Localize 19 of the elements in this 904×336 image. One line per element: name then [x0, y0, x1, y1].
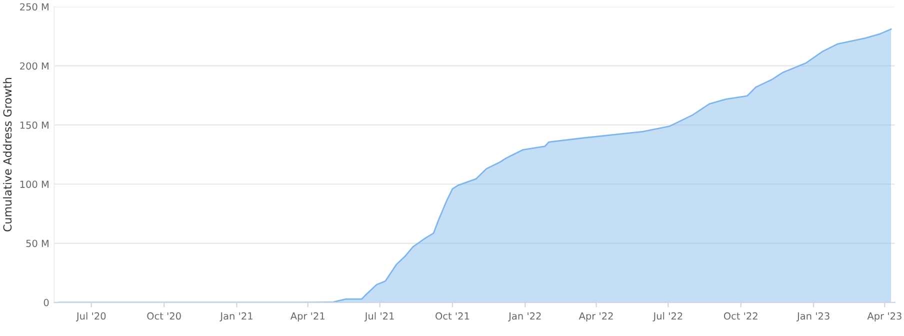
y-tick-label: 150 M: [20, 121, 48, 129]
y-tick-label: 100 M: [20, 180, 48, 188]
y-tick-label: 0: [44, 298, 49, 306]
x-tick-label: Apr '23: [867, 312, 902, 322]
x-tick-label: Jul '22: [652, 312, 682, 322]
x-tick-label: Oct '20: [147, 312, 181, 320]
x-tick-label: Jul '21: [364, 312, 394, 322]
x-tick-label: Jul '20: [76, 312, 106, 322]
x-tick-label: Jan '22: [508, 312, 541, 322]
x-tick-label: Apr '22: [578, 312, 613, 322]
x-tick-label: Jan '21: [220, 312, 252, 322]
x-tick-label: Oct '22: [724, 312, 758, 320]
y-tick-label: 250 M: [20, 3, 48, 11]
y-axis-title: Cumulative Address Growth: [3, 78, 12, 232]
x-tick-label: Jan '23: [796, 312, 830, 322]
y-tick-label: 200 M: [20, 62, 48, 70]
x-tick-label: Apr '21: [290, 312, 324, 322]
y-tick-label: 50 M: [26, 240, 48, 248]
x-tick-label: Oct '21: [436, 312, 470, 320]
